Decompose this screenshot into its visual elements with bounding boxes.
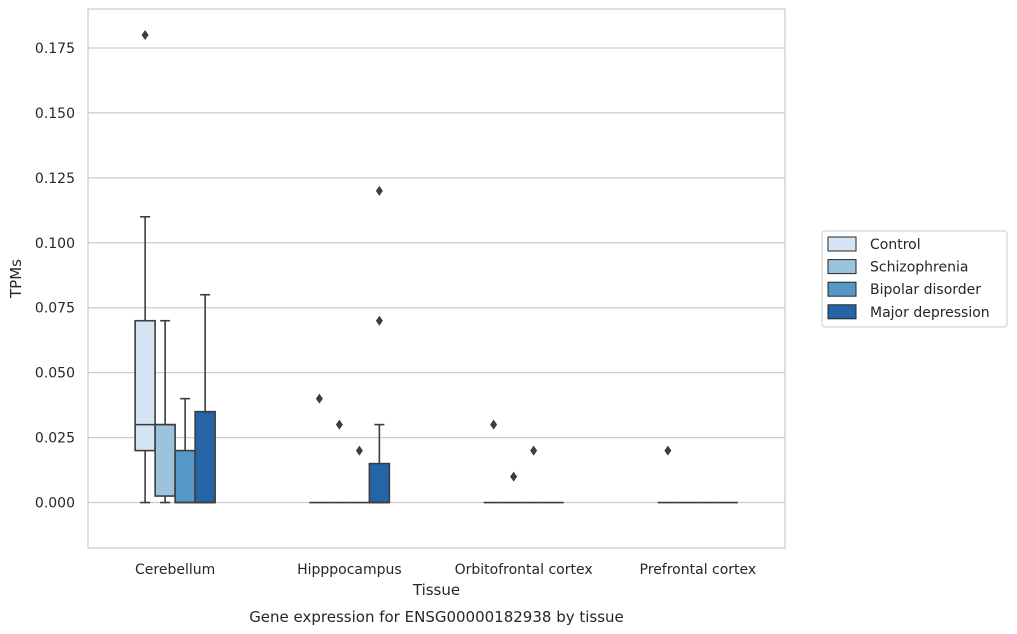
- y-tick-label: 0.150: [35, 106, 75, 122]
- legend-frame: [821, 230, 1008, 328]
- x-tick-label: Cerebellum: [135, 562, 215, 578]
- figure-caption: Gene expression for ENSG00000182938 by t…: [249, 608, 624, 626]
- x-axis-label: Tissue: [412, 581, 460, 599]
- y-tick-label: 0.125: [35, 171, 75, 187]
- legend-swatch: [827, 281, 857, 297]
- y-tick-label: 0.175: [35, 41, 75, 57]
- legend: Control Schizophrenia Bipolar disorder Majo…: [821, 230, 1008, 328]
- y-tick-label: 0.050: [35, 366, 75, 382]
- outlier-point: [490, 419, 498, 430]
- box: [154, 423, 176, 497]
- series-schizophrenia: [154, 319, 698, 504]
- legend-label: Schizophrenia: [870, 260, 968, 276]
- legend-label: Control: [870, 237, 921, 253]
- box: [368, 462, 391, 504]
- outlier-point: [510, 471, 518, 482]
- outlier-point: [355, 445, 363, 456]
- x-tick-label: Hipppocampus: [297, 562, 402, 578]
- legend-swatch: [827, 304, 857, 320]
- y-tick-label: 0.025: [35, 431, 75, 447]
- box: [194, 410, 216, 504]
- y-tick-label: 0.100: [35, 236, 75, 252]
- outlier-point: [530, 445, 538, 456]
- x-axis-ticks: Cerebellum Hipppocampus Orbitofrontal cort…: [135, 562, 756, 578]
- outlier-point: [664, 445, 672, 456]
- legend-swatch: [827, 236, 857, 252]
- legend-label: Major depression: [870, 305, 990, 321]
- legend-swatch: [827, 259, 857, 275]
- outlier-point: [375, 315, 383, 326]
- x-tick-label: Prefrontal cortex: [640, 562, 757, 578]
- box: [174, 449, 196, 504]
- outlier-point: [141, 29, 149, 40]
- box-series: [134, 29, 738, 504]
- box: [134, 319, 156, 452]
- outlier-point: [375, 185, 383, 196]
- outlier-point: [315, 393, 323, 404]
- outlier-point: [335, 419, 343, 430]
- y-tick-label: 0.000: [35, 496, 75, 512]
- legend-label: Bipolar disorder: [870, 282, 981, 298]
- series-control: [134, 29, 678, 504]
- x-tick-label: Orbitofrontal cortex: [455, 562, 593, 578]
- plot-frame: [87, 8, 786, 549]
- y-tick-label: 0.075: [35, 301, 75, 317]
- y-axis-label: TPMs: [7, 259, 25, 299]
- series-major-depression: [194, 185, 738, 504]
- y-axis-ticks: 0.000 0.025 0.050 0.075 0.100 0.125 0.150 0.175: [35, 41, 75, 512]
